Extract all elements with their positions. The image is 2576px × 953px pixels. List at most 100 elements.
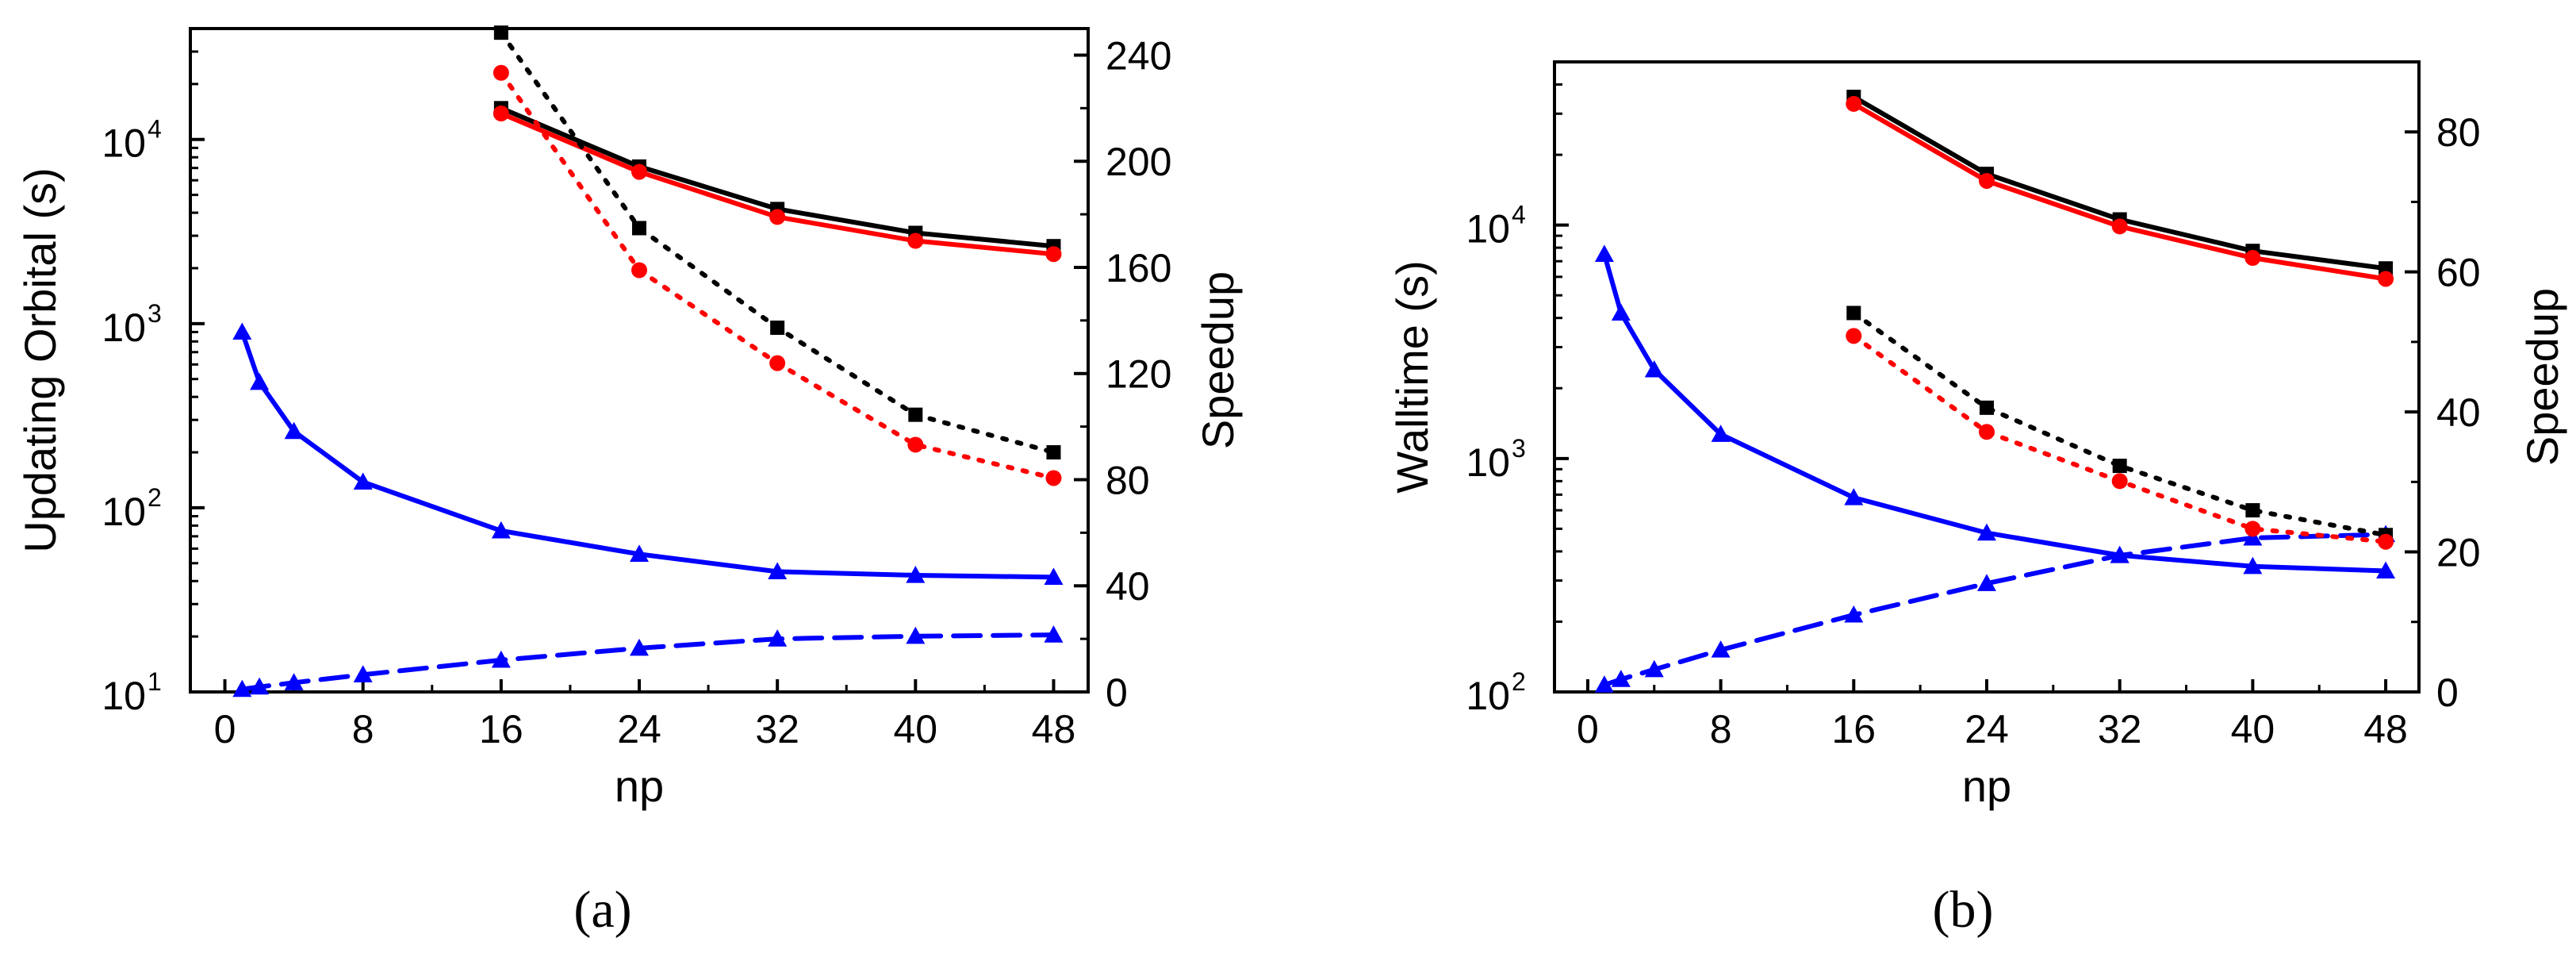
data-point-circle bbox=[2378, 533, 2394, 550]
data-point-square bbox=[1046, 445, 1061, 460]
y-right-axis-title: Speedup bbox=[2517, 288, 2567, 466]
data-point-triangle bbox=[491, 521, 511, 539]
data-point-circle bbox=[907, 436, 924, 453]
data-point-square bbox=[908, 407, 923, 422]
y-right-tick-label: 40 bbox=[1106, 564, 1150, 609]
data-point-triangle bbox=[284, 421, 304, 440]
series-time-blue bbox=[1594, 244, 2396, 579]
x-tick-label: 48 bbox=[1032, 707, 1076, 751]
data-point-triangle bbox=[630, 544, 649, 562]
plot-frame bbox=[189, 27, 1090, 694]
series-speedup-red bbox=[1846, 95, 2394, 287]
series-line-speedup-red bbox=[1851, 101, 2389, 282]
y-right-tick-label: 80 bbox=[2436, 110, 2481, 155]
series-time-red bbox=[1846, 328, 2394, 550]
series-line-time-blue bbox=[240, 329, 1056, 580]
data-point-triangle bbox=[1977, 523, 1996, 541]
y-left-tick-label: 10 bbox=[102, 305, 146, 350]
data-point-square bbox=[770, 320, 785, 335]
data-point-triangle bbox=[2243, 556, 2263, 574]
data-point-circle bbox=[2111, 218, 2128, 235]
data-point-circle bbox=[631, 163, 647, 180]
data-point-circle bbox=[1979, 172, 1995, 189]
data-point-circle bbox=[2111, 473, 2128, 490]
series-time-black bbox=[1846, 305, 2394, 543]
x-tick-label: 16 bbox=[1831, 707, 1876, 751]
data-point-circle bbox=[1979, 424, 1995, 440]
panel-caption: (a) bbox=[573, 881, 631, 939]
y-right-tick-label: 120 bbox=[1106, 352, 1171, 397]
data-point-circle bbox=[769, 355, 786, 371]
data-point-triangle bbox=[630, 638, 649, 656]
series-line-time-blue bbox=[1601, 252, 2389, 574]
data-point-triangle bbox=[1644, 359, 1664, 378]
y-right-axis-title: Speedup bbox=[1193, 271, 1243, 449]
x-tick-label: 8 bbox=[352, 707, 374, 751]
data-point-triangle bbox=[1711, 425, 1731, 442]
series-speedup-black bbox=[1846, 90, 2394, 276]
series-line-speedup-red bbox=[498, 111, 1056, 257]
data-point-square bbox=[2112, 459, 2127, 474]
y-right-tick-label: 60 bbox=[2436, 251, 2481, 295]
data-point-circle bbox=[631, 262, 647, 279]
panel-caption: (b) bbox=[1933, 881, 1994, 939]
data-point-square bbox=[2245, 503, 2260, 518]
x-tick-label: 32 bbox=[2098, 707, 2142, 751]
data-point-triangle bbox=[2110, 545, 2129, 563]
series-line-time-black bbox=[1851, 310, 2389, 538]
data-point-circle bbox=[1045, 246, 1062, 263]
series-time-black bbox=[493, 25, 1061, 460]
data-point-triangle bbox=[1611, 670, 1631, 687]
y-left-tick-exponent: 2 bbox=[148, 483, 162, 512]
data-point-circle bbox=[2244, 250, 2261, 267]
data-point-triangle bbox=[232, 679, 252, 697]
y-left-tick-label: 10 bbox=[1466, 207, 1510, 252]
x-tick-label: 16 bbox=[479, 707, 523, 751]
data-point-triangle bbox=[1594, 675, 1614, 693]
y-left-tick-label: 10 bbox=[102, 490, 146, 534]
data-point-triangle bbox=[2376, 561, 2396, 579]
data-point-triangle bbox=[1611, 303, 1631, 321]
y-left-tick-label: 10 bbox=[102, 121, 146, 166]
data-point-triangle bbox=[2243, 528, 2263, 546]
y-left-tick-label: 10 bbox=[1466, 674, 1510, 718]
series-speedup-red bbox=[493, 106, 1062, 263]
series-time-blue bbox=[232, 322, 1064, 585]
y-right-tick-label: 0 bbox=[2436, 671, 2459, 715]
data-point-triangle bbox=[250, 372, 270, 390]
x-tick-label: 48 bbox=[2363, 707, 2408, 751]
x-tick-label: 0 bbox=[1577, 707, 1599, 751]
series-line-time-black bbox=[498, 30, 1056, 455]
data-point-square bbox=[1980, 400, 1994, 415]
x-tick-label: 8 bbox=[1710, 707, 1732, 751]
series-line-time-red bbox=[1851, 333, 2389, 544]
data-point-circle bbox=[1045, 470, 1062, 486]
data-point-triangle bbox=[906, 565, 926, 583]
data-point-triangle bbox=[353, 665, 373, 682]
data-point-triangle bbox=[1044, 567, 1064, 585]
x-tick-label: 40 bbox=[893, 707, 937, 751]
data-point-triangle bbox=[491, 650, 511, 668]
x-tick-label: 0 bbox=[214, 707, 236, 751]
x-tick-label: 32 bbox=[755, 707, 799, 751]
x-tick-label: 40 bbox=[2231, 707, 2275, 751]
y-left-tick-exponent: 3 bbox=[1512, 434, 1526, 463]
x-axis-title: np bbox=[1962, 761, 2011, 811]
data-point-circle bbox=[1846, 328, 1862, 344]
y-left-tick-label: 10 bbox=[102, 674, 146, 718]
series-line-speedup-black bbox=[498, 106, 1056, 249]
data-point-triangle bbox=[768, 629, 788, 647]
data-point-triangle bbox=[353, 472, 373, 490]
data-point-triangle bbox=[250, 677, 270, 695]
data-point-circle bbox=[2378, 271, 2394, 287]
data-point-circle bbox=[493, 106, 509, 122]
data-point-circle bbox=[493, 64, 509, 81]
y-right-tick-label: 20 bbox=[2436, 531, 2481, 575]
data-point-triangle bbox=[1644, 659, 1664, 678]
data-point-triangle bbox=[1844, 605, 1864, 623]
y-right-tick-label: 200 bbox=[1106, 140, 1171, 184]
data-point-triangle bbox=[1594, 244, 1614, 262]
series-time-red bbox=[493, 64, 1062, 486]
